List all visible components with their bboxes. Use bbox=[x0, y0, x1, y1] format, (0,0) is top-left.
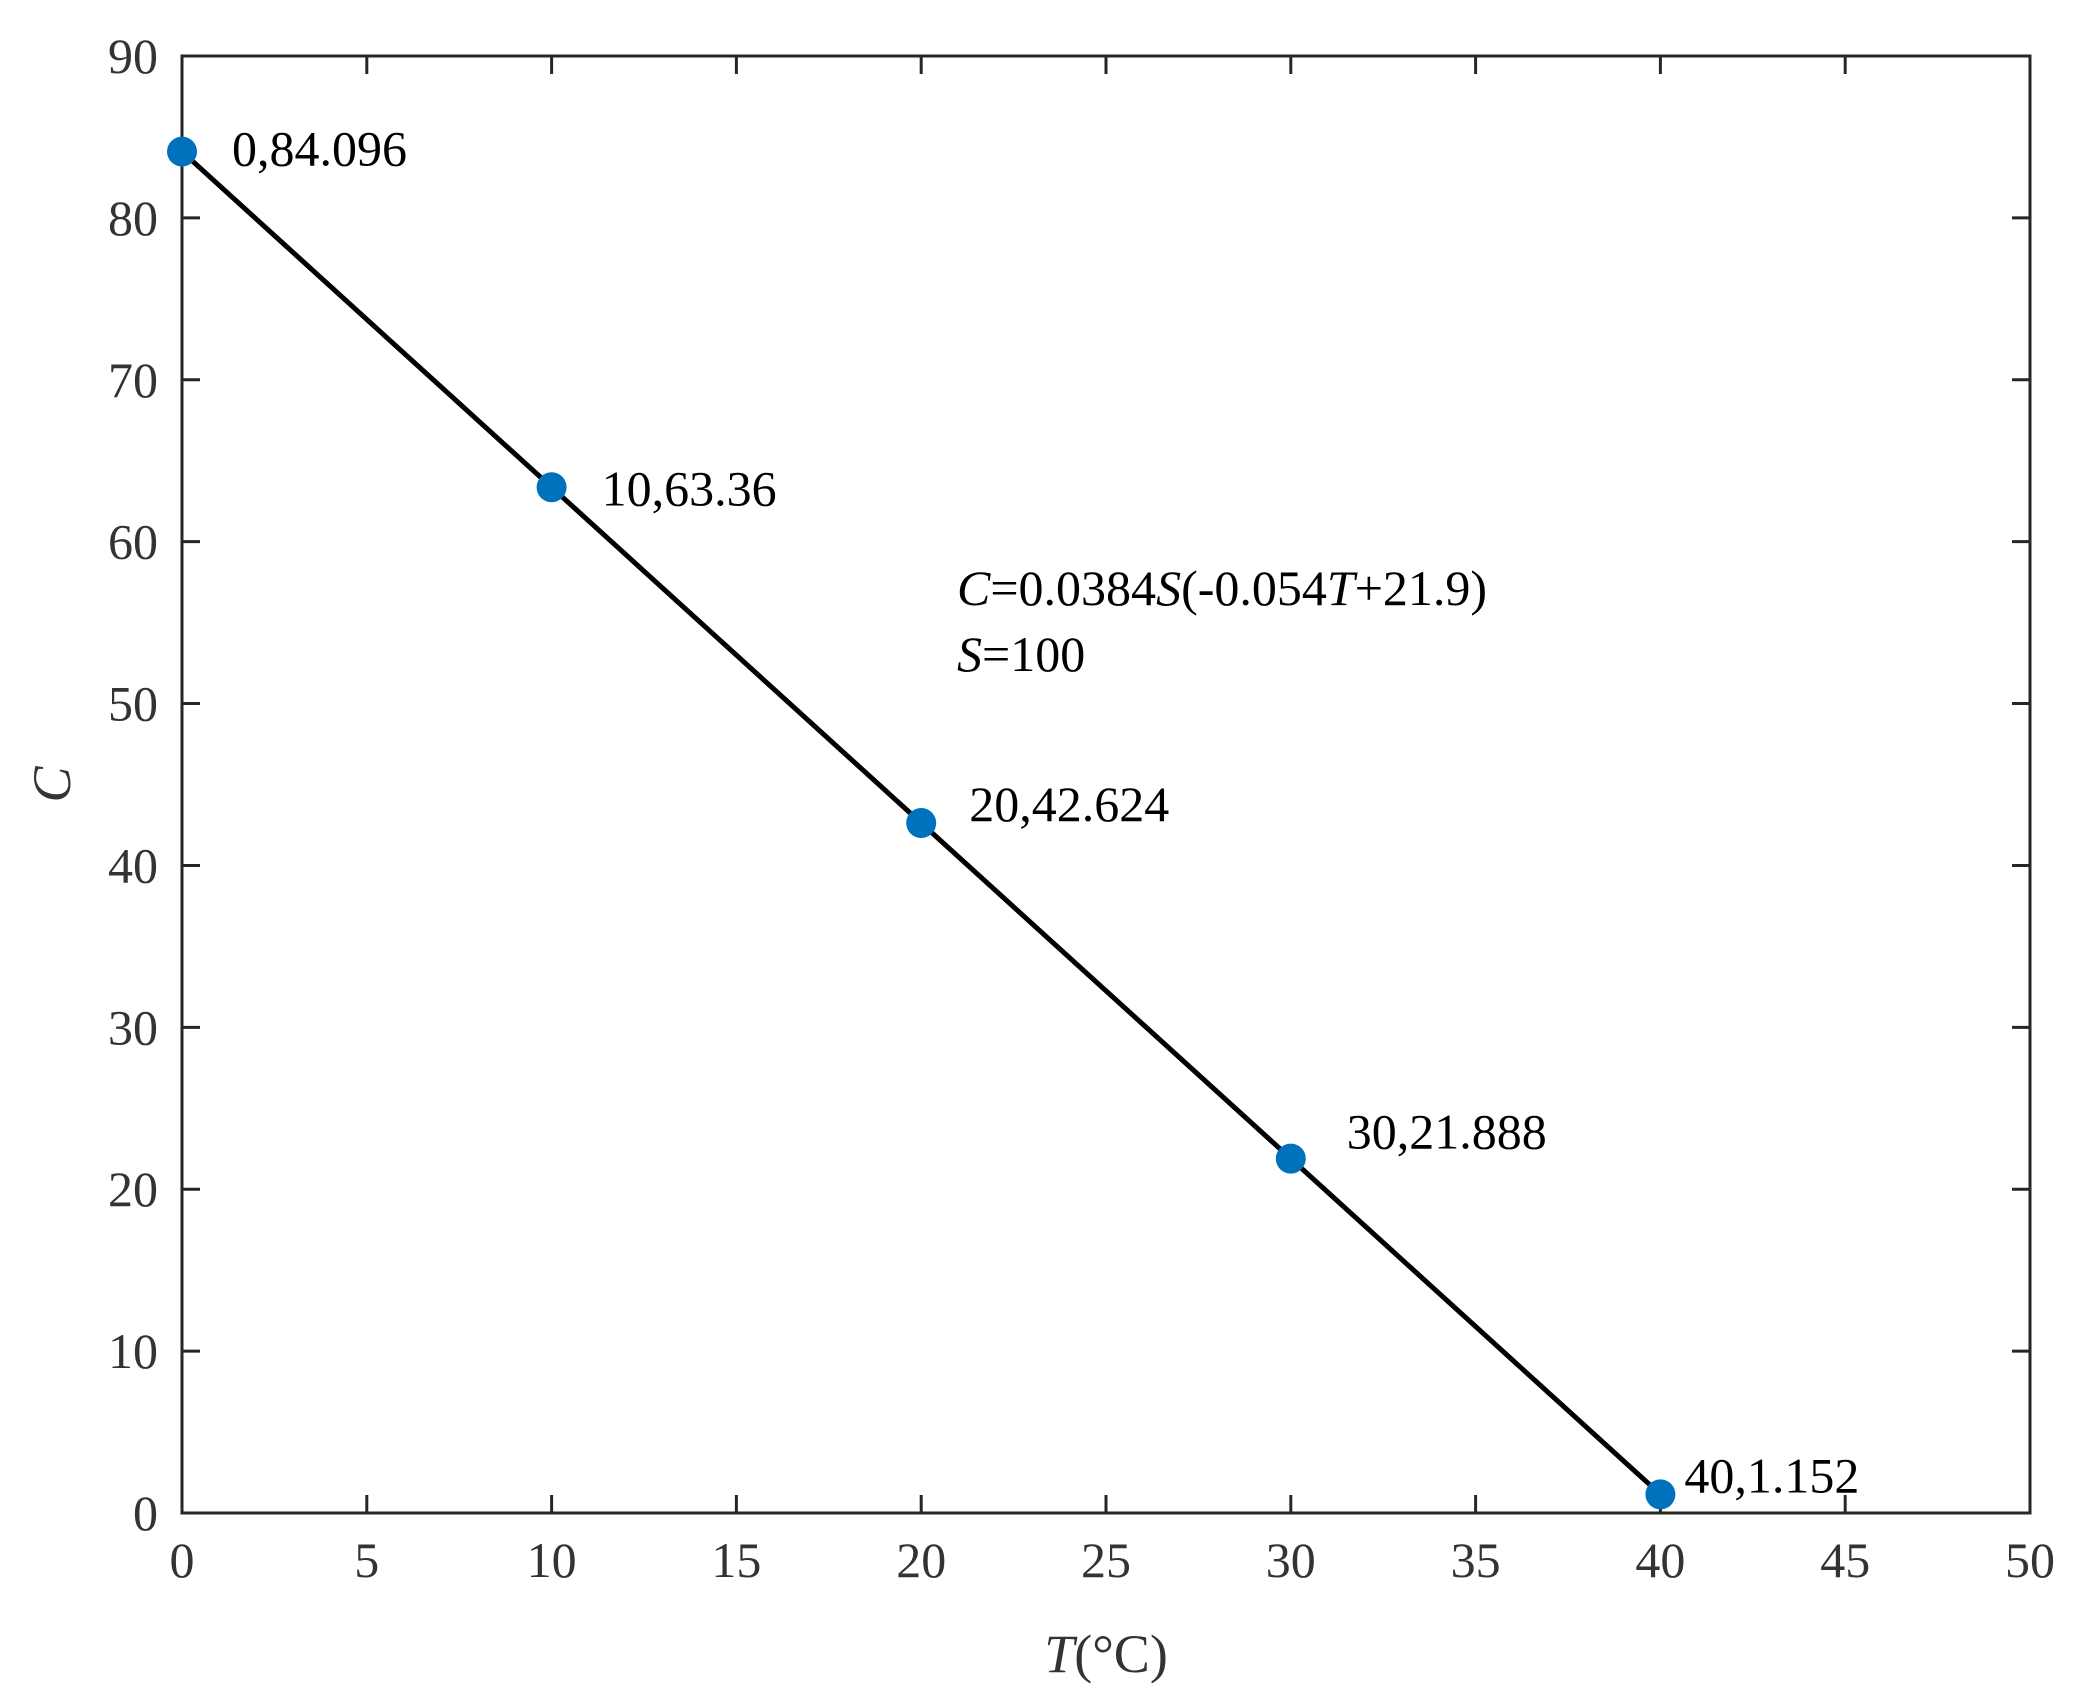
data-point bbox=[1645, 1479, 1676, 1510]
annotation-part: +21.9) bbox=[1355, 560, 1487, 616]
data-point bbox=[1275, 1143, 1306, 1174]
y-axis-title: C bbox=[22, 766, 82, 803]
data-label: 20,42.624 bbox=[969, 776, 1169, 832]
data-label: 40,1.152 bbox=[1684, 1447, 1859, 1503]
x-tick-label: 20 bbox=[896, 1532, 946, 1588]
x-axis-unit: (°C) bbox=[1074, 1624, 1168, 1684]
data-point bbox=[536, 472, 567, 503]
x-tick-label: 5 bbox=[354, 1532, 379, 1588]
y-tick-label: 60 bbox=[108, 514, 158, 570]
x-tick-label: 10 bbox=[527, 1532, 577, 1588]
equation-annotation: C=0.0384S(-0.054T+21.9) bbox=[957, 560, 1487, 616]
y-tick-label: 10 bbox=[108, 1323, 158, 1379]
x-tick-label: 35 bbox=[1451, 1532, 1501, 1588]
data-points bbox=[167, 136, 1676, 1510]
annotation-part: S bbox=[1156, 560, 1181, 616]
parameter-annotation: S=100 bbox=[957, 626, 1085, 682]
plot-area-frame bbox=[180, 54, 2032, 1515]
data-label: 10,63.36 bbox=[602, 460, 777, 516]
y-tick-label: 80 bbox=[108, 190, 158, 246]
data-point bbox=[167, 136, 197, 167]
axis-tick-labels: 0 5 10 15 20 25 30 35 40 45 50 0 10 20 30 40 50 60 70 80 90 bbox=[108, 28, 2055, 1588]
y-tick-label: 40 bbox=[108, 837, 158, 893]
data-point bbox=[906, 807, 937, 838]
x-axis-variable: T bbox=[1044, 1624, 1078, 1684]
x-tick-label: 0 bbox=[170, 1532, 195, 1588]
data-label: 0,84.096 bbox=[232, 121, 407, 177]
x-tick-label: 25 bbox=[1081, 1532, 1131, 1588]
x-tick-label: 50 bbox=[2005, 1532, 2055, 1588]
x-axis-title: T(°C) bbox=[1044, 1624, 1168, 1684]
x-tick-label: 15 bbox=[711, 1532, 761, 1588]
x-tick-label: 45 bbox=[1820, 1532, 1870, 1588]
annotation-part: S bbox=[957, 626, 982, 682]
x-tick-label: 30 bbox=[1266, 1532, 1316, 1588]
annotation-part: C bbox=[957, 560, 991, 616]
annotation-part: =0.0384 bbox=[990, 560, 1156, 616]
data-label: 30,21.888 bbox=[1347, 1104, 1547, 1160]
y-tick-label: 0 bbox=[133, 1485, 158, 1541]
x-tick-label: 40 bbox=[1635, 1532, 1685, 1588]
y-tick-label: 90 bbox=[108, 28, 158, 84]
annotation-part: =100 bbox=[982, 626, 1085, 682]
annotation-part: T bbox=[1327, 560, 1358, 616]
y-tick-label: 30 bbox=[108, 999, 158, 1055]
y-tick-label: 70 bbox=[108, 352, 158, 408]
y-tick-label: 20 bbox=[108, 1161, 158, 1217]
y-tick-label: 50 bbox=[108, 676, 158, 732]
annotation-part: (-0.054 bbox=[1181, 560, 1327, 616]
data-labels: 0,84.096 10,63.36 20,42.624 30,21.888 40,1.1… bbox=[232, 121, 1859, 1504]
